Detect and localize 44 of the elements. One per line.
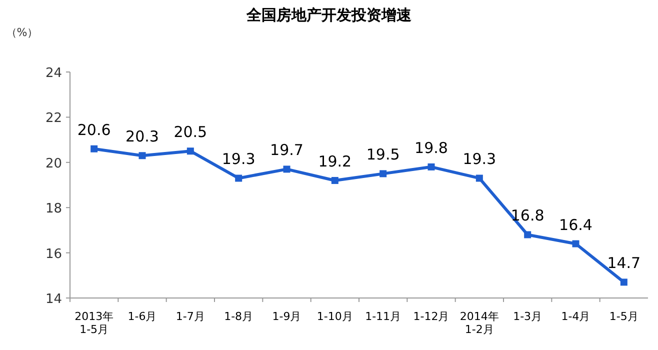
- point: [331, 176, 338, 184]
- point: [138, 152, 146, 160]
- x-tick-label: 1-8月: [224, 310, 254, 323]
- point: [620, 278, 628, 286]
- y-tick-label: 16: [45, 246, 62, 262]
- point: [235, 174, 242, 182]
- x-tick-label: 2014年 1-2月: [460, 310, 499, 336]
- point: [186, 148, 194, 155]
- data-label: 19.7: [270, 141, 304, 160]
- data-label: 20.5: [174, 123, 208, 142]
- point: [380, 170, 387, 178]
- data-label: 19.2: [318, 152, 352, 170]
- x-tick-label: 1-4月: [561, 310, 590, 323]
- data-label: 20.6: [77, 120, 111, 139]
- x-tick-label: 1-5月: [609, 310, 638, 323]
- y-tick-label: 20: [45, 156, 62, 172]
- point: [283, 166, 290, 173]
- point: [572, 240, 580, 248]
- data-label: 19.3: [462, 150, 496, 168]
- y-axis-title: （%）: [6, 26, 38, 39]
- data-label: 19.3: [222, 150, 256, 168]
- x-tick-label: 1-3月: [513, 310, 542, 323]
- data-label: 19.5: [366, 146, 400, 164]
- x-tick-label: 2013年 1-5月: [74, 310, 114, 336]
- chart-title: 全国房地产开发投资增速: [246, 6, 412, 24]
- x-tick-label: 1-12月: [413, 310, 450, 323]
- data-label: 20.3: [126, 128, 159, 146]
- x-tick-label: 1-7月: [176, 310, 205, 323]
- data-label: 16.4: [559, 216, 592, 234]
- point: [428, 163, 435, 170]
- y-tick-label: 24: [45, 66, 62, 81]
- point: [524, 231, 532, 238]
- x-tick-label: 1-6月: [128, 310, 157, 323]
- x-tick-label: 1-10月: [316, 310, 353, 323]
- x-tick-label: 1-9月: [272, 310, 302, 323]
- data-label: 14.7: [607, 254, 641, 272]
- x-tick-label: 1-11月: [365, 310, 402, 323]
- y-tick-label: 14: [45, 292, 62, 307]
- data-label: 16.8: [510, 206, 544, 225]
- data-label: 19.8: [414, 138, 448, 157]
- point: [476, 174, 483, 182]
- point: [90, 145, 98, 152]
- y-tick-label: 18: [45, 202, 62, 217]
- y-tick-label: 22: [45, 111, 62, 126]
